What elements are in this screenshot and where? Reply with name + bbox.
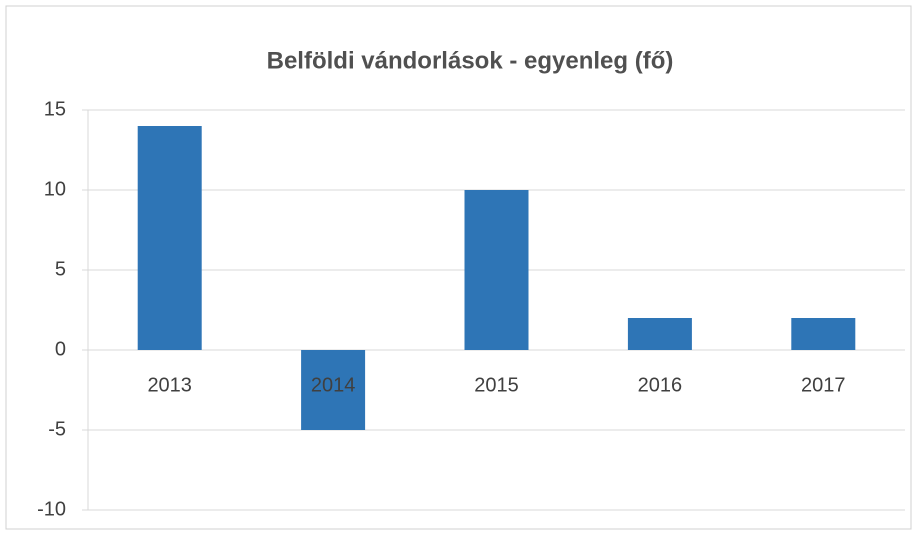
- bar: [791, 318, 856, 350]
- bar: [137, 126, 202, 350]
- y-tick-label: -10: [37, 498, 66, 520]
- y-tick-label: -5: [48, 418, 66, 440]
- y-tick-label: 10: [44, 178, 66, 200]
- bar: [301, 350, 366, 430]
- bar: [627, 318, 692, 350]
- y-tick-label: 15: [44, 98, 66, 120]
- y-tick-label: 5: [55, 258, 66, 280]
- x-tick-label: 2017: [801, 374, 846, 396]
- y-tick-label: 0: [55, 338, 66, 360]
- chart-title: Belföldi vándorlások - egyenleg (fő): [267, 47, 674, 74]
- x-tick-label: 2016: [638, 374, 683, 396]
- bar: [464, 190, 529, 350]
- x-tick-label: 2013: [147, 374, 192, 396]
- x-tick-label: 2015: [474, 374, 519, 396]
- x-tick-label: 2014: [311, 374, 356, 396]
